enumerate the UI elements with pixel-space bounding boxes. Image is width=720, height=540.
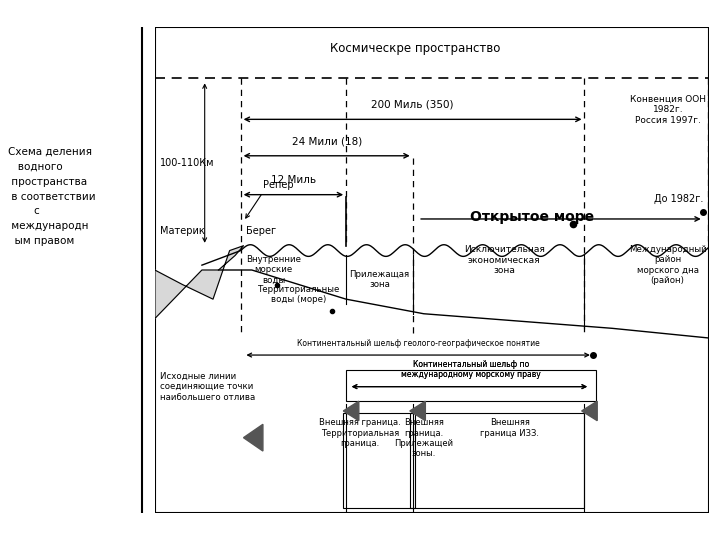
Polygon shape [243,424,263,451]
Polygon shape [343,401,359,421]
Text: Открытое море: Открытое море [469,210,594,224]
Text: Исходные линии
соединяющие точки
наибольшего отлива: Исходные линии соединяющие точки наиболь… [161,372,256,402]
Text: Космическре пространство: Космическре пространство [330,42,500,56]
Text: Схема деления
   водного
 пространства
 в соответствии
        с
 международн
  : Схема деления водного пространства в соо… [8,147,95,246]
Text: Репер: Репер [263,180,294,190]
Polygon shape [155,246,243,319]
Text: Континентальный шельф по
международному морскому праву: Континентальный шельф по международному … [401,360,541,379]
Text: Материк: Материк [161,226,205,236]
Text: Внешняя
граница ИЗЗ.: Внешняя граница ИЗЗ. [480,418,539,437]
Text: Берег: Берег [246,226,276,236]
Polygon shape [582,401,597,421]
Text: 100-110Км: 100-110Км [161,158,215,168]
Bar [346,369,595,401]
Text: Внешняя граница.
Территориальная
граница.: Внешняя граница. Территориальная граница… [319,418,401,448]
Text: Континентальный шельф по
международному морскому праву: Континентальный шельф по международному … [401,360,541,379]
Bar [410,414,585,508]
Polygon shape [410,401,426,421]
Text: Территориальные
воды (море): Территориальные воды (море) [258,285,340,304]
Text: 200 Миль (350): 200 Миль (350) [372,99,454,110]
Text: 12 Миль: 12 Миль [271,175,316,185]
Text: Конвенция ООН
1982г.
Россия 1997г.: Конвенция ООН 1982г. Россия 1997г. [631,94,706,125]
Text: Международный
район
морского дна
(район): Международный район морского дна (район) [629,245,706,285]
Text: 24 Мили (18): 24 Мили (18) [292,136,361,146]
Text: Континентальный шельф геолого-географическое понятие: Континентальный шельф геолого-географиче… [297,339,539,348]
Text: Внешняя
граница.
Прилежащей
зоны.: Внешняя граница. Прилежащей зоны. [394,418,453,458]
Text: До 1982г.: До 1982г. [654,194,703,204]
Text: Внутренние
морские
воды: Внутренние морские воды [246,255,301,285]
Bar [343,414,415,508]
Text: Исключительная
экономическая
зона: Исключительная экономическая зона [464,245,544,275]
Text: Прилежащая
зона: Прилежащая зона [349,270,410,289]
